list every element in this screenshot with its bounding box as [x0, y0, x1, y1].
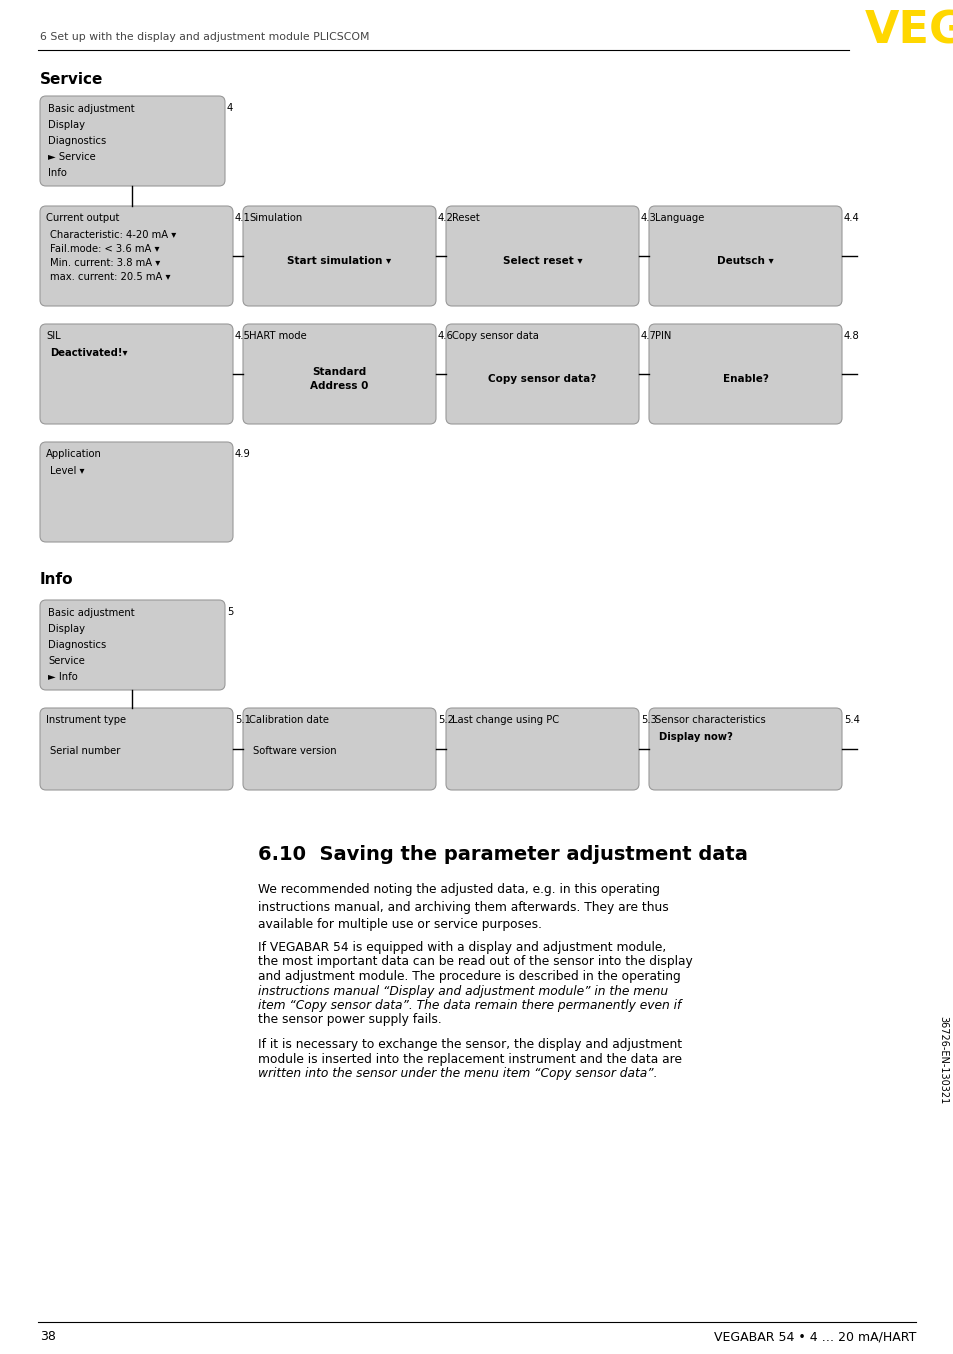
Text: Enable?: Enable? [721, 374, 767, 385]
Text: 4.4: 4.4 [843, 213, 859, 223]
Text: Standard: Standard [312, 367, 366, 376]
Text: 4.5: 4.5 [234, 330, 251, 341]
Text: Simulation: Simulation [249, 213, 302, 223]
Text: Fail.mode: < 3.6 mA ▾: Fail.mode: < 3.6 mA ▾ [50, 244, 159, 255]
Text: 38: 38 [40, 1330, 56, 1343]
Text: Min. current: 3.8 mA ▾: Min. current: 3.8 mA ▾ [50, 259, 160, 268]
Text: 4.1: 4.1 [234, 213, 251, 223]
Text: ► Info: ► Info [48, 672, 77, 682]
Text: Service: Service [40, 72, 103, 87]
Text: VEGA: VEGA [864, 9, 953, 53]
Text: Copy sensor data: Copy sensor data [452, 330, 538, 341]
Text: 4.7: 4.7 [640, 330, 657, 341]
Text: 4.3: 4.3 [640, 213, 656, 223]
Text: Start simulation ▾: Start simulation ▾ [287, 256, 392, 265]
Text: Display: Display [48, 624, 85, 634]
FancyBboxPatch shape [40, 206, 233, 306]
Text: 4.9: 4.9 [234, 450, 251, 459]
Text: VEGABAR 54 • 4 … 20 mA/HART: VEGABAR 54 • 4 … 20 mA/HART [713, 1330, 915, 1343]
Text: Application: Application [46, 450, 102, 459]
FancyBboxPatch shape [40, 708, 233, 789]
Text: the most important data can be read out of the sensor into the display: the most important data can be read out … [257, 956, 692, 968]
FancyBboxPatch shape [648, 206, 841, 306]
FancyBboxPatch shape [648, 708, 841, 789]
Text: Info: Info [48, 168, 67, 177]
Text: 5.1: 5.1 [234, 715, 251, 724]
Text: Select reset ▾: Select reset ▾ [502, 256, 581, 265]
Text: and adjustment module. The procedure is described in the operating: and adjustment module. The procedure is … [257, 969, 680, 983]
Text: written into the sensor under the menu item “Copy sensor data”.: written into the sensor under the menu i… [257, 1067, 657, 1080]
FancyBboxPatch shape [243, 708, 436, 789]
Text: Display: Display [48, 121, 85, 130]
Text: item “Copy sensor data”. The data remain there permanently even if: item “Copy sensor data”. The data remain… [257, 999, 680, 1011]
Text: 4.6: 4.6 [437, 330, 454, 341]
Text: HART mode: HART mode [249, 330, 307, 341]
Text: Basic adjustment: Basic adjustment [48, 608, 134, 617]
Text: 6 Set up with the display and adjustment module PLICSCOM: 6 Set up with the display and adjustment… [40, 32, 369, 42]
Text: Deactivated!▾: Deactivated!▾ [50, 348, 128, 357]
FancyBboxPatch shape [648, 324, 841, 424]
FancyBboxPatch shape [40, 600, 225, 691]
Text: Sensor characteristics: Sensor characteristics [655, 715, 765, 724]
Text: Language: Language [655, 213, 703, 223]
FancyBboxPatch shape [446, 206, 639, 306]
Text: Calibration date: Calibration date [249, 715, 329, 724]
Text: Reset: Reset [452, 213, 479, 223]
Text: Level ▾: Level ▾ [50, 466, 85, 477]
Text: 5.2: 5.2 [437, 715, 454, 724]
Text: 36726-EN-130321: 36726-EN-130321 [937, 1016, 947, 1104]
Text: Instrument type: Instrument type [46, 715, 126, 724]
Text: PIN: PIN [655, 330, 671, 341]
Text: 5.3: 5.3 [640, 715, 657, 724]
FancyBboxPatch shape [40, 96, 225, 185]
FancyBboxPatch shape [40, 324, 233, 424]
FancyBboxPatch shape [243, 324, 436, 424]
FancyBboxPatch shape [40, 441, 233, 542]
Text: Diagnostics: Diagnostics [48, 135, 106, 146]
Text: instructions manual “Display and adjustment module” in the menu: instructions manual “Display and adjustm… [257, 984, 667, 998]
Text: Address 0: Address 0 [310, 380, 368, 391]
Text: Current output: Current output [46, 213, 119, 223]
Text: Copy sensor data?: Copy sensor data? [488, 374, 596, 385]
Text: 6.10  Saving the parameter adjustment data: 6.10 Saving the parameter adjustment dat… [257, 845, 747, 864]
Text: 4: 4 [227, 103, 233, 112]
Text: 5.4: 5.4 [843, 715, 859, 724]
Text: Display now?: Display now? [659, 733, 732, 742]
Text: Diagnostics: Diagnostics [48, 640, 106, 650]
Text: Serial number: Serial number [50, 746, 120, 756]
Text: We recommended noting the adjusted data, e.g. in this operating
instructions man: We recommended noting the adjusted data,… [257, 883, 668, 932]
Text: 4.8: 4.8 [843, 330, 859, 341]
Text: 5: 5 [227, 607, 233, 617]
Text: Basic adjustment: Basic adjustment [48, 104, 134, 114]
Text: SIL: SIL [46, 330, 61, 341]
Text: Info: Info [40, 571, 73, 588]
Text: If VEGABAR 54 is equipped with a display and adjustment module,: If VEGABAR 54 is equipped with a display… [257, 941, 665, 955]
FancyBboxPatch shape [446, 324, 639, 424]
Text: module is inserted into the replacement instrument and the data are: module is inserted into the replacement … [257, 1052, 681, 1066]
Text: Service: Service [48, 655, 85, 666]
Text: Characteristic: 4-20 mA ▾: Characteristic: 4-20 mA ▾ [50, 230, 176, 240]
FancyBboxPatch shape [446, 708, 639, 789]
Text: If it is necessary to exchange the sensor, the display and adjustment: If it is necessary to exchange the senso… [257, 1039, 681, 1051]
Text: 4.2: 4.2 [437, 213, 454, 223]
Text: the sensor power supply fails.: the sensor power supply fails. [257, 1014, 441, 1026]
Text: ► Service: ► Service [48, 152, 95, 162]
Text: Software version: Software version [253, 746, 336, 756]
Text: Deutsch ▾: Deutsch ▾ [717, 256, 773, 265]
Text: Last change using PC: Last change using PC [452, 715, 558, 724]
Text: max. current: 20.5 mA ▾: max. current: 20.5 mA ▾ [50, 272, 171, 282]
FancyBboxPatch shape [243, 206, 436, 306]
